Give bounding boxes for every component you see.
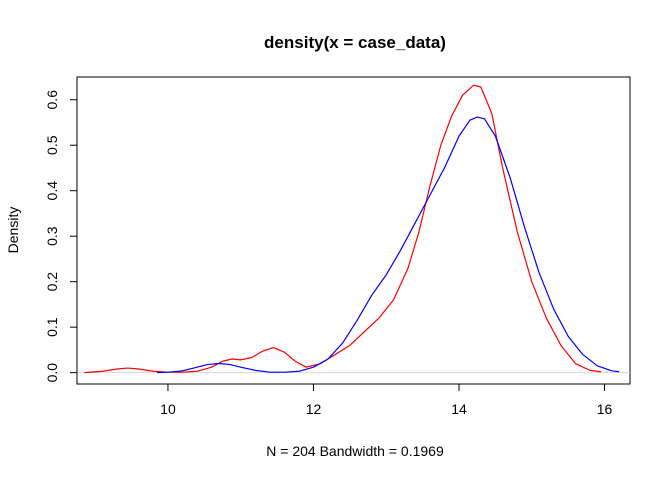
x-axis: 10 12 14 16 [160,383,613,417]
density-curve-1 [84,84,601,374]
x-tick-label: 16 [597,401,613,417]
series-layer [84,84,620,374]
x-axis-label: N = 204 Bandwidth = 0.1969 [266,443,444,459]
chart-title: density(x = case_data) [264,33,446,52]
x-tick-label: 14 [451,401,467,417]
y-tick-label: 0.3 [44,226,60,246]
y-tick-label: 0.4 [44,181,60,201]
y-tick-label: 0.2 [44,272,60,292]
y-tick-label: 0.0 [44,363,60,383]
y-tick-label: 0.6 [44,90,60,110]
y-tick-label: 0.1 [44,317,60,337]
density-curve-2 [157,116,620,374]
y-axis: 0.0 0.1 0.2 0.3 0.4 0.5 0.6 [44,90,78,383]
y-axis-label: Density [5,207,21,254]
x-tick-label: 12 [306,401,322,417]
y-tick-label: 0.5 [44,135,60,155]
x-tick-label: 10 [160,401,176,417]
